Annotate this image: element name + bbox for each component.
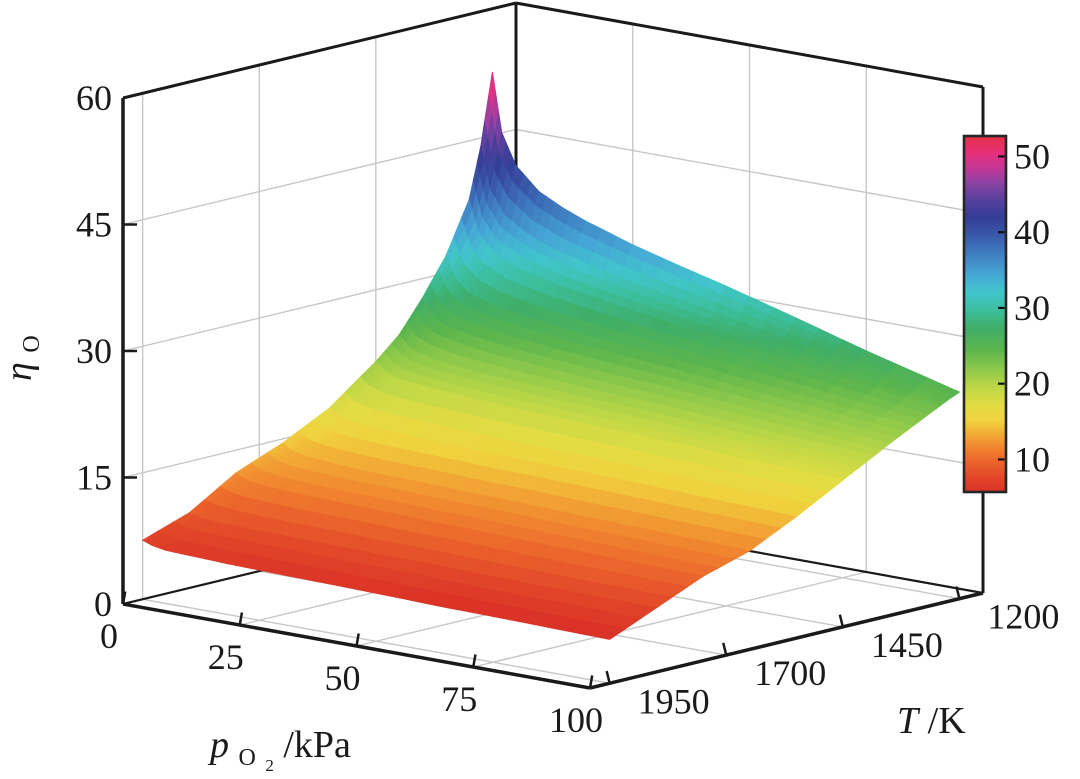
y-tick-label: 1950	[638, 681, 710, 721]
x-tick	[121, 591, 127, 605]
colorbar: 10 20 30 40 50	[962, 134, 1050, 494]
surface-mesh	[141, 71, 961, 640]
z-axis-title: η O	[0, 335, 45, 381]
x-tick	[472, 654, 477, 668]
z-tick-label: 60	[76, 78, 112, 118]
x-tick-label: 100	[549, 700, 603, 740]
x-axis-title-subscript: O	[239, 745, 256, 771]
tick-labels: 0 15 30 45 60 0 25 50 75 100 1950 1700 1450 1200	[76, 78, 1059, 740]
y-tick-label: 1700	[754, 653, 826, 693]
y-axis-title-symbol: T	[897, 700, 921, 742]
x-tick-label: 25	[208, 637, 244, 677]
z-axis-title-subscript: O	[19, 335, 45, 352]
z-tick-label: 15	[76, 458, 112, 498]
frame-edge	[515, 1, 984, 89]
x-tick	[355, 633, 360, 647]
y-axis-title: T /K	[897, 700, 966, 742]
x-tick-label: 0	[100, 616, 118, 656]
z-tick-label: 45	[76, 205, 112, 245]
surface-cell	[577, 622, 627, 640]
x-axis-title: p O 2 /kPa	[207, 724, 351, 779]
y-tick	[955, 586, 961, 599]
colorbar-tick-label: 20	[1014, 364, 1050, 404]
frame-edge	[122, 1, 517, 100]
colorbar-tick-label: 30	[1014, 288, 1050, 328]
colorbar-tick-label: 50	[1014, 136, 1050, 176]
z-tick-label: 0	[94, 584, 112, 624]
x-axis-title-units: /kPa	[283, 724, 351, 766]
y-tick-label: 1450	[871, 625, 943, 665]
x-tick-label: 50	[325, 658, 361, 698]
colorbar-tick-label: 40	[1014, 212, 1050, 252]
colorbar-tick-label: 10	[1014, 439, 1050, 479]
axis-ticks	[121, 223, 961, 689]
z-tick-label: 30	[76, 331, 112, 371]
y-axis-title-units: /K	[928, 700, 967, 742]
y-axis-line	[589, 591, 984, 690]
y-tick	[838, 614, 845, 628]
floor-gridline-p	[473, 571, 867, 668]
y-tick	[722, 642, 728, 656]
x-axis-title-symbol: p	[207, 724, 229, 766]
x-tick	[588, 675, 594, 689]
x-tick	[238, 612, 244, 626]
y-tick-label: 1200	[987, 597, 1059, 637]
x-axis-title-subsubscript: 2	[265, 756, 274, 775]
wall-gridline-z	[122, 128, 517, 226]
y-tick	[605, 670, 611, 684]
z-axis-title-symbol: η	[0, 362, 40, 381]
x-tick-label: 75	[441, 679, 477, 719]
colorbar-scale	[962, 134, 1008, 494]
